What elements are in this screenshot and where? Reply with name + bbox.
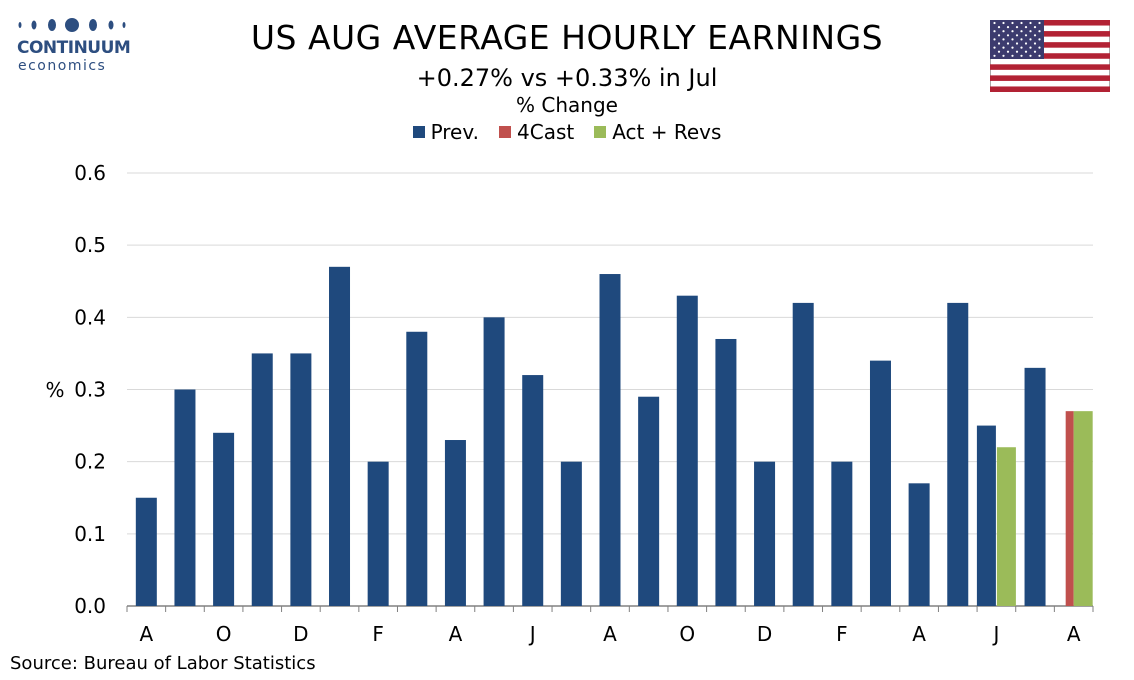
logo-subtitle: economics	[18, 58, 107, 74]
y-tick-label: 0.1	[74, 522, 106, 546]
continuum-logo: CONTINUUM economics	[14, 14, 139, 76]
y-tick-label: 0.4	[74, 305, 106, 329]
chart-legend: Prev. 4Cast Act + Revs	[0, 120, 1134, 144]
bar-prev	[522, 375, 544, 606]
logo-name: CONTINUUM	[17, 38, 131, 58]
legend-item-4cast: 4Cast	[499, 120, 574, 144]
x-tick-label: J	[991, 622, 999, 646]
x-tick-label: O	[679, 622, 695, 646]
bar-prev	[174, 389, 196, 606]
bar-forecast	[1065, 411, 1074, 606]
x-tick-label: F	[372, 622, 384, 646]
bar-prev	[483, 317, 505, 606]
legend-item-prev: Prev.	[412, 120, 479, 144]
chart-subtitle: +0.27% vs +0.33% in Jul	[416, 64, 718, 92]
bar-prev	[1024, 367, 1046, 606]
bar-actual	[1073, 411, 1093, 606]
x-tick-label: D	[757, 622, 772, 646]
bar-prev	[213, 432, 235, 606]
x-tick-label: A	[603, 622, 617, 646]
legend-swatch-actual	[594, 126, 607, 138]
units-label: % Change	[516, 93, 618, 117]
bar-prev	[976, 425, 996, 606]
bar-prev	[754, 461, 776, 606]
source-note: Source: Bureau of Labor Statistics	[10, 653, 316, 674]
bar-prev	[908, 483, 930, 606]
us-flag-icon	[990, 20, 1110, 92]
x-tick-label: A	[449, 622, 463, 646]
y-tick-label: 0.2	[74, 450, 106, 474]
bar-prev	[831, 461, 853, 606]
logo-dots-icon	[18, 18, 126, 32]
legend-label-actual: Act + Revs	[612, 120, 722, 144]
bar-prev	[676, 295, 698, 606]
bar-prev	[251, 353, 273, 606]
x-tick-label: A	[139, 622, 153, 646]
bar-prev	[135, 497, 157, 606]
y-tick-label: 0.5	[74, 233, 106, 257]
chart-title: US AUG AVERAGE HOURLY EARNINGS	[250, 18, 884, 57]
legend-label-4cast: 4Cast	[517, 120, 575, 144]
legend-swatch-4cast	[499, 126, 511, 138]
bar-prev	[792, 302, 814, 606]
bar-prev	[599, 274, 621, 606]
bar-prev	[406, 331, 428, 606]
x-tick-label: J	[528, 622, 536, 646]
x-tick-label: O	[216, 622, 232, 646]
y-tick-label: 0.0	[74, 594, 106, 618]
bar-actual	[996, 447, 1016, 606]
x-tick-label: D	[293, 622, 308, 646]
bar-prev	[290, 353, 312, 606]
legend-item-actual: Act + Revs	[594, 120, 721, 144]
bar-prev	[444, 440, 466, 606]
bar-prev	[329, 266, 351, 606]
x-tick-label: F	[836, 622, 848, 646]
y-axis-label: %	[45, 378, 64, 402]
bar-prev	[560, 461, 582, 606]
legend-swatch-prev	[412, 126, 425, 138]
bar-prev	[947, 302, 969, 606]
x-tick-label: A	[912, 622, 926, 646]
bar-prev	[638, 396, 660, 606]
y-tick-label: 0.6	[74, 161, 106, 185]
y-tick-label: 0.3	[74, 378, 106, 402]
bar-prev	[715, 338, 737, 606]
legend-label-prev: Prev.	[430, 120, 479, 144]
x-tick-label: A	[1067, 622, 1081, 646]
bar-prev	[869, 360, 891, 606]
bar-prev	[367, 461, 389, 606]
